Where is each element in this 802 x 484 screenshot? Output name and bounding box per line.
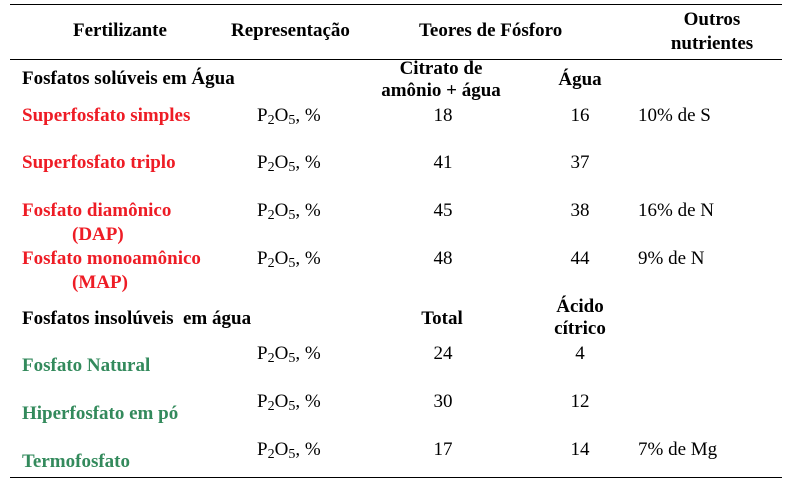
other-nutrients: 16% de N	[638, 200, 714, 221]
rep-unit: , %	[295, 343, 321, 364]
header-outros-line1: Outros	[683, 9, 741, 30]
rep-sub2: 2	[267, 447, 275, 462]
header-representacao: Representação	[231, 20, 350, 41]
rep-unit: , %	[295, 439, 321, 460]
rep-sub5: 5	[288, 160, 296, 175]
rep-p: P	[257, 105, 268, 126]
rep-o: O	[274, 439, 289, 460]
rep-p: P	[257, 248, 268, 269]
rep-sub5: 5	[288, 351, 296, 366]
rep-o: O	[274, 105, 289, 126]
rep-p: P	[257, 391, 268, 412]
header-teores: Teores de Fósforo	[419, 20, 563, 41]
representation: P2O5, %	[257, 200, 321, 223]
value-citrato: 45	[433, 200, 453, 221]
representation: P2O5, %	[257, 105, 321, 128]
value-total: 17	[433, 439, 453, 460]
top-rule	[10, 4, 782, 5]
value-agua: 16	[570, 105, 590, 126]
rep-o: O	[274, 152, 289, 173]
value-agua: 44	[570, 248, 590, 269]
rep-o: O	[274, 391, 289, 412]
fertilizer-name: Hiperfosfato em pó	[22, 403, 179, 424]
fertilizer-name: Superfosfato simples	[22, 105, 191, 126]
bottom-rule	[10, 477, 782, 478]
representation: P2O5, %	[257, 439, 321, 462]
rep-sub2: 2	[267, 256, 275, 271]
other-nutrients: 10% de S	[638, 105, 711, 126]
value-citrato: 41	[433, 152, 453, 173]
rep-o: O	[274, 248, 289, 269]
header-fertilizante: Fertilizante	[73, 20, 167, 41]
rep-sub2: 2	[267, 351, 275, 366]
rep-sub5: 5	[288, 208, 296, 223]
col-acido-line1: Ácido	[556, 296, 604, 317]
rep-sub5: 5	[288, 256, 296, 271]
fertilizer-name: Termofosfato	[22, 451, 130, 472]
value-agua: 38	[570, 200, 590, 221]
fertilizer-name: Fosfato Natural	[22, 355, 151, 376]
header-rule	[10, 59, 782, 60]
value-acido: 12	[570, 391, 590, 412]
col-citrato-line1: Citrato de	[399, 58, 483, 79]
rep-sub2: 2	[267, 399, 275, 414]
value-citrato: 18	[433, 105, 453, 126]
rep-sub5: 5	[288, 399, 296, 414]
representation: P2O5, %	[257, 391, 321, 414]
rep-o: O	[274, 343, 289, 364]
col-agua: Água	[558, 69, 602, 90]
rep-sub2: 2	[267, 208, 275, 223]
fertilizer-abbrev: (MAP)	[72, 272, 128, 293]
rep-p: P	[257, 343, 268, 364]
rep-sub2: 2	[267, 160, 275, 175]
rep-o: O	[274, 200, 289, 221]
rep-sub5: 5	[288, 113, 296, 128]
other-nutrients: 7% de Mg	[638, 439, 718, 460]
rep-p: P	[257, 200, 268, 221]
other-nutrients: 9% de N	[638, 248, 705, 269]
representation: P2O5, %	[257, 343, 321, 366]
fertilizer-name: Fosfato diamônico	[22, 200, 172, 221]
rep-p: P	[257, 439, 268, 460]
value-agua: 37	[570, 152, 590, 173]
value-acido: 14	[570, 439, 590, 460]
header-outros-line2: nutrientes	[670, 33, 754, 54]
representation: P2O5, %	[257, 248, 321, 271]
rep-unit: , %	[295, 391, 321, 412]
col-acido-line2: cítrico	[554, 318, 606, 339]
value-total: 24	[433, 343, 453, 364]
representation: P2O5, %	[257, 152, 321, 175]
col-total: Total	[421, 308, 463, 329]
fertilizer-name: Superfosfato triplo	[22, 152, 176, 173]
rep-unit: , %	[295, 105, 321, 126]
rep-unit: , %	[295, 152, 321, 173]
fertilizer-name: Fosfato monoamônico	[22, 248, 201, 269]
rep-p: P	[257, 152, 268, 173]
section-title-insoluble: Fosfatos insolúveis em água	[22, 308, 252, 329]
value-total: 30	[433, 391, 453, 412]
rep-unit: , %	[295, 248, 321, 269]
rep-sub5: 5	[288, 447, 296, 462]
value-citrato: 48	[433, 248, 453, 269]
rep-sub2: 2	[267, 113, 275, 128]
value-acido: 4	[575, 343, 585, 364]
section-title-soluble: Fosfatos solúveis em Água	[22, 68, 235, 89]
rep-unit: , %	[295, 200, 321, 221]
col-citrato-line2: amônio + água	[381, 80, 501, 101]
fertilizer-abbrev: (DAP)	[72, 224, 124, 245]
